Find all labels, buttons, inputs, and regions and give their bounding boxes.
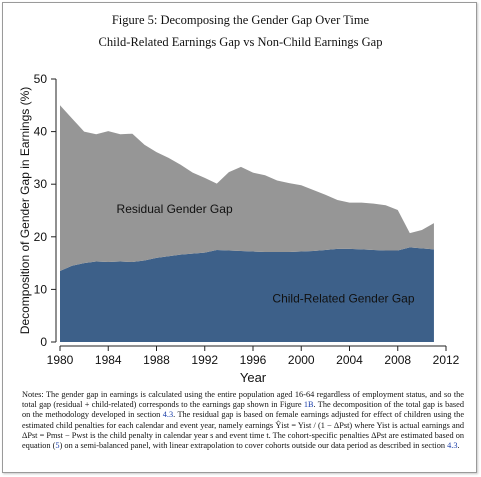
- x-tick-label: 1980: [47, 353, 74, 367]
- notes-link-section[interactable]: 4.3: [162, 410, 174, 420]
- y-tick-label: 30: [34, 177, 48, 191]
- notes-text-5: .: [457, 441, 460, 451]
- notes-link-equation[interactable]: 5: [55, 441, 60, 451]
- x-axis-label: Year: [240, 370, 267, 385]
- notes-link-figure[interactable]: 1B: [303, 400, 314, 410]
- x-tick-label: 1984: [95, 353, 122, 367]
- y-tick-label: 10: [34, 282, 48, 296]
- area-residual-gender-gap: [60, 105, 434, 271]
- notes-text-3: . The residual gap is based on female ea…: [22, 410, 464, 451]
- x-tick-label: 2008: [384, 353, 411, 367]
- y-tick-label: 0: [40, 335, 47, 349]
- figure-notes: Notes: The gender gap in earnings is cal…: [22, 390, 464, 451]
- y-axis-label: Decomposition of Gender Gap in Earnings …: [18, 87, 32, 334]
- figure-title: Figure 5: Decomposing the Gender Gap Ove…: [111, 13, 370, 27]
- y-tick-label: 20: [34, 230, 48, 244]
- axes-group: 0 10 20 30 40 50 1980 1984 1988 1992 1996 2000 2004 2…: [18, 72, 460, 385]
- annotations-group: Residual Gender Gap Child-Related Gender …: [117, 202, 415, 305]
- area-child-related-gender-gap: [60, 247, 434, 342]
- annotation-label-1: Residual Gender Gap: [117, 202, 233, 216]
- stacked-area-chart: Residual Gender Gap Child-Related Gender …: [18, 72, 460, 385]
- x-tick-label: 2004: [336, 353, 363, 367]
- area-series-group: [60, 105, 434, 342]
- x-tick-label: 1996: [240, 353, 267, 367]
- y-tick-label: 50: [34, 72, 48, 86]
- notes-link-section-2[interactable]: 4.3: [447, 441, 458, 451]
- figure-subtitle: Child-Related Earnings Gap vs Non-Child …: [98, 35, 383, 49]
- notes-text-1: Notes: The gender gap in earnings is cal…: [22, 390, 464, 410]
- annotation-label-2: Child-Related Gender Gap: [272, 292, 414, 306]
- x-tick-label: 1992: [191, 353, 218, 367]
- x-tick-label: 1988: [143, 353, 170, 367]
- x-tick-label: 2012: [433, 353, 460, 367]
- notes-text-2: . The decomposition of the total gap is …: [22, 400, 464, 420]
- y-tick-label: 40: [34, 125, 48, 139]
- x-tick-label: 2000: [288, 353, 315, 367]
- notes-text-4: ) on a semi-balanced panel, with linear …: [59, 441, 448, 451]
